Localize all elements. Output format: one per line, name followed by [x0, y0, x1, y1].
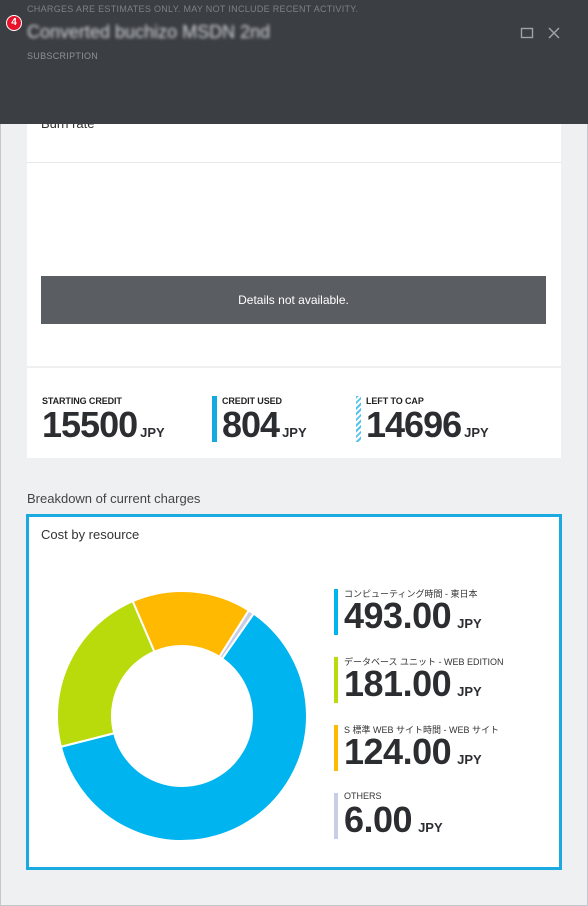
starting-credit-stat: STARTING CREDIT 15500 JPY: [42, 396, 165, 452]
credit-used-unit: JPY: [282, 425, 307, 440]
legend-name: コンピューティング時間 - 東日本: [344, 589, 478, 599]
legend-unit: JPY: [418, 820, 443, 835]
details-unavailable-banner: Details not available.: [41, 276, 546, 324]
divider: [27, 162, 561, 163]
legend-value: 493.00: [344, 595, 452, 636]
donut-slice-3[interactable]: [218, 608, 256, 661]
starting-credit-label: STARTING CREDIT: [42, 396, 122, 406]
credit-used-indicator: [212, 396, 217, 442]
left-to-cap-stat: LEFT TO CAP 14696 JPY: [366, 396, 489, 452]
legend-name: データベース ユニット - WEB EDITION: [344, 657, 504, 667]
breakdown-section-title: Breakdown of current charges: [27, 491, 201, 506]
credit-summary-card: STARTING CREDIT 15500 JPY CREDIT USED 804…: [27, 368, 561, 458]
notification-badge[interactable]: 4: [6, 15, 22, 31]
cost-by-resource-tile[interactable]: Cost by resource コンピューティング時間 - 東日本 493.0…: [26, 514, 562, 870]
credit-used-label: CREDIT USED: [222, 396, 282, 406]
close-icon[interactable]: [546, 25, 562, 41]
burn-rate-card: Burn rate Details not available.: [27, 100, 561, 366]
legend-name: OTHERS: [344, 791, 382, 801]
legend-value: 6.00: [344, 799, 413, 840]
legend-unit: JPY: [457, 752, 482, 767]
left-to-cap-value: 14696: [366, 404, 462, 445]
left-to-cap-label: LEFT TO CAP: [366, 396, 424, 406]
donut-slice-1[interactable]: [56, 599, 156, 748]
starting-credit-value: 15500: [42, 404, 138, 445]
legend-swatch: [334, 589, 338, 635]
legend-value: 181.00: [344, 663, 452, 704]
legend-name: S 標準 WEB サイト時間 - WEB サイト: [344, 725, 500, 735]
starting-credit-unit: JPY: [140, 425, 165, 440]
blade-title: Converted buchizo MSDN 2nd: [27, 22, 271, 42]
blade-subtitle: SUBSCRIPTION: [27, 51, 99, 61]
blade-header: CHARGES ARE ESTIMATES ONLY. MAY NOT INCL…: [0, 0, 588, 124]
cost-by-resource-title: Cost by resource: [41, 527, 140, 542]
legend-swatch: [334, 725, 338, 771]
legend-unit: JPY: [457, 616, 482, 631]
left-to-cap-unit: JPY: [464, 425, 489, 440]
cost-donut-chart: [56, 590, 308, 842]
estimate-notice: CHARGES ARE ESTIMATES ONLY. MAY NOT INCL…: [27, 4, 359, 14]
legend-unit: JPY: [457, 684, 482, 699]
legend-swatch: [334, 793, 338, 839]
maximize-icon[interactable]: [519, 25, 535, 41]
donut-slice-0[interactable]: [59, 612, 308, 842]
credit-used-value: 804: [222, 404, 280, 445]
left-to-cap-indicator: [356, 396, 361, 442]
legend-swatch: [334, 657, 338, 703]
legend-value: 124.00: [344, 731, 452, 772]
credit-used-stat: CREDIT USED 804 JPY: [222, 396, 307, 452]
